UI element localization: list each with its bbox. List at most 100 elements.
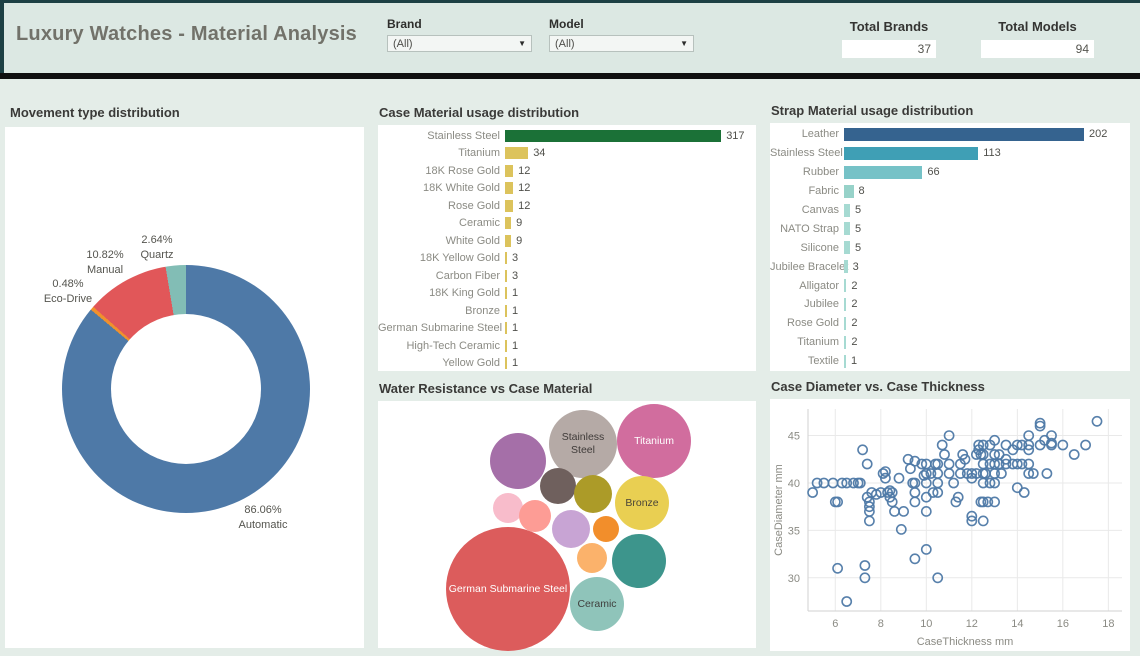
- scatter-point[interactable]: [909, 455, 921, 467]
- scatter-point[interactable]: [841, 477, 853, 489]
- scatter-point[interactable]: [1080, 439, 1091, 451]
- scatter-point[interactable]: [1011, 458, 1023, 470]
- scatter-point[interactable]: [859, 560, 871, 571]
- bar[interactable]: [505, 147, 529, 160]
- scatter-point[interactable]: [916, 458, 928, 470]
- scatter-point[interactable]: [1011, 439, 1023, 451]
- bar[interactable]: [844, 260, 848, 274]
- bubble-german-submarine-steel[interactable]: German Submarine Steel: [446, 527, 570, 651]
- scatter-point[interactable]: [1023, 458, 1035, 470]
- bar[interactable]: [844, 165, 923, 179]
- bar[interactable]: [505, 199, 514, 212]
- bubble[interactable]: [540, 468, 576, 504]
- scatter-point[interactable]: [832, 496, 843, 508]
- scatter-point[interactable]: [836, 477, 848, 489]
- scatter-point[interactable]: [959, 453, 971, 465]
- bar[interactable]: [505, 339, 507, 352]
- scatter-point[interactable]: [1046, 439, 1057, 451]
- scatter-point[interactable]: [952, 491, 964, 503]
- scatter-point[interactable]: [1034, 420, 1046, 432]
- scatter-plot-svg[interactable]: 6 8 10 12 14 16 18 30 35 40 45 CaseThickness mm Case…: [770, 399, 1130, 651]
- scatter-point[interactable]: [884, 485, 896, 496]
- bar[interactable]: [505, 357, 507, 370]
- bubble[interactable]: [490, 433, 546, 489]
- scatter-point[interactable]: [1034, 417, 1046, 429]
- scatter-point[interactable]: [895, 523, 907, 535]
- bar[interactable]: [844, 203, 850, 217]
- scatter-point[interactable]: [1057, 439, 1069, 451]
- bubble[interactable]: [493, 493, 523, 523]
- scatter-point[interactable]: [954, 468, 966, 479]
- scatter-point[interactable]: [927, 487, 939, 498]
- scatter-point[interactable]: [977, 477, 989, 489]
- bar[interactable]: [505, 252, 508, 265]
- bar[interactable]: [844, 146, 979, 160]
- scatter-point[interactable]: [1027, 468, 1039, 479]
- scatter-point[interactable]: [1018, 487, 1030, 498]
- model-dropdown[interactable]: (All) ▼: [549, 35, 694, 52]
- bar[interactable]: [844, 127, 1084, 141]
- bubble[interactable]: [577, 543, 607, 573]
- scatter-point[interactable]: [932, 572, 944, 584]
- bubble[interactable]: [552, 510, 590, 548]
- scatter-point[interactable]: [966, 510, 978, 522]
- scatter-point[interactable]: [807, 487, 818, 498]
- bubble[interactable]: [612, 534, 666, 588]
- scatter-point[interactable]: [1091, 415, 1103, 427]
- scatter-point[interactable]: [898, 506, 909, 517]
- scatter-point[interactable]: [848, 477, 859, 489]
- bar[interactable]: [505, 217, 512, 230]
- bar[interactable]: [844, 297, 847, 311]
- scatter-point[interactable]: [995, 468, 1007, 479]
- scatter-point[interactable]: [854, 477, 866, 489]
- scatter-point[interactable]: [989, 496, 1000, 508]
- strap-material-bar-chart[interactable]: Leather 202 Stainless Steel 113 Rubber 66 Fabr…: [770, 123, 1130, 371]
- scatter-point[interactable]: [943, 468, 955, 479]
- bubble-bronze[interactable]: Bronze: [615, 476, 669, 530]
- scatter-point[interactable]: [811, 477, 823, 489]
- scatter-point[interactable]: [1023, 468, 1035, 479]
- scatter-point[interactable]: [832, 562, 843, 574]
- scatter-point[interactable]: [864, 515, 875, 527]
- bar[interactable]: [505, 182, 514, 195]
- scatter-point[interactable]: [893, 472, 905, 484]
- bar[interactable]: [505, 164, 514, 177]
- bar[interactable]: [844, 241, 850, 255]
- scatter-point[interactable]: [909, 496, 921, 508]
- scatter-point[interactable]: [982, 496, 994, 508]
- scatter-point[interactable]: [948, 477, 959, 489]
- scatter-point[interactable]: [932, 468, 944, 479]
- bar[interactable]: [505, 322, 507, 335]
- bar[interactable]: [844, 354, 846, 368]
- water-resistance-bubble-chart[interactable]: Stainless Steel Titanium Bronze German Subm…: [378, 401, 756, 651]
- scatter-point[interactable]: [880, 466, 891, 477]
- case-diameter-scatter-chart[interactable]: 6 8 10 12 14 16 18 30 35 40 45 CaseThickness mm Case…: [770, 399, 1130, 651]
- scatter-point[interactable]: [977, 515, 989, 527]
- bubble[interactable]: [519, 500, 551, 532]
- bubble-ceramic[interactable]: Ceramic: [570, 577, 624, 631]
- scatter-point[interactable]: [936, 439, 948, 451]
- scatter-point[interactable]: [861, 458, 873, 470]
- scatter-point[interactable]: [943, 430, 955, 441]
- bar[interactable]: [505, 287, 507, 300]
- scatter-point[interactable]: [920, 477, 932, 489]
- bar[interactable]: [844, 335, 847, 349]
- bar[interactable]: [505, 269, 508, 282]
- bubble[interactable]: [593, 516, 619, 542]
- scatter-point[interactable]: [1023, 439, 1035, 451]
- scatter-point[interactable]: [859, 572, 871, 584]
- scatter-point[interactable]: [977, 496, 989, 508]
- scatter-point[interactable]: [920, 506, 932, 517]
- scatter-point[interactable]: [989, 477, 1000, 489]
- bar[interactable]: [505, 234, 512, 247]
- scatter-point[interactable]: [909, 487, 921, 498]
- scatter-point[interactable]: [841, 596, 853, 607]
- scatter-point[interactable]: [918, 470, 930, 481]
- scatter-point[interactable]: [920, 543, 932, 555]
- brand-dropdown[interactable]: (All) ▼: [387, 35, 532, 52]
- scatter-point[interactable]: [932, 487, 944, 498]
- scatter-point[interactable]: [1000, 458, 1012, 470]
- scatter-point[interactable]: [1016, 458, 1028, 470]
- bubble-stainless-steel[interactable]: Stainless Steel: [549, 410, 617, 478]
- scatter-point[interactable]: [1068, 449, 1080, 460]
